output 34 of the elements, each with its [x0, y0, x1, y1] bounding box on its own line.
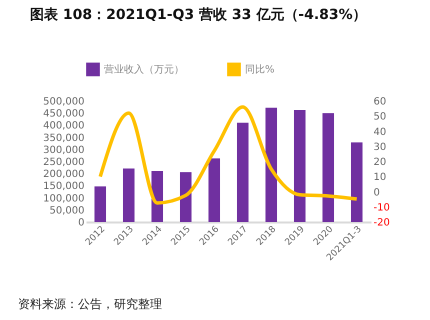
- y2-tick-label: 20: [374, 157, 386, 168]
- y-tick-label: 500,000: [43, 96, 84, 108]
- y-tick-label: 400,000: [43, 120, 84, 132]
- bar: [122, 168, 135, 222]
- bar: [180, 172, 192, 222]
- bar: [350, 142, 363, 222]
- bar: [94, 186, 106, 222]
- y-tick-label: 300,000: [43, 144, 84, 156]
- y2-tick-label: 50: [374, 112, 386, 123]
- text: 资料来源：公告，研究整理: [18, 296, 162, 313]
- y2-tick-label: 40: [374, 126, 386, 138]
- y2-tick-label: 10: [374, 172, 386, 184]
- y-tick-label: 200,000: [43, 169, 84, 180]
- legend-label: 同比%: [245, 63, 275, 76]
- y2-tick-label: 0: [374, 187, 380, 198]
- legend-label: 营业收入（万元）: [104, 63, 184, 76]
- y-tick-label: 100,000: [43, 193, 84, 204]
- bar: [208, 158, 220, 222]
- y-tick-label: 50,000: [50, 205, 84, 216]
- y2-tick-label: -10: [374, 202, 390, 214]
- line-series: [98, 105, 358, 205]
- y2-tick-label: -20: [374, 218, 390, 228]
- y-tick-label: 450,000: [43, 108, 84, 120]
- bar: [322, 113, 334, 222]
- bar: [236, 122, 249, 222]
- y2-tick-label: 60: [374, 96, 386, 108]
- y-tick-label: 350,000: [43, 132, 84, 144]
- y2-tick-label: 30: [374, 142, 386, 153]
- bar: [265, 108, 278, 222]
- bar: [294, 110, 306, 222]
- y-tick-label: 250,000: [43, 157, 84, 168]
- y-tick-label: 0: [78, 218, 84, 228]
- y-tick-label: 150,000: [43, 181, 84, 192]
- chart-title: 图表 108：2021Q1-Q3 营收 33 亿元（-4.83%）: [30, 7, 367, 23]
